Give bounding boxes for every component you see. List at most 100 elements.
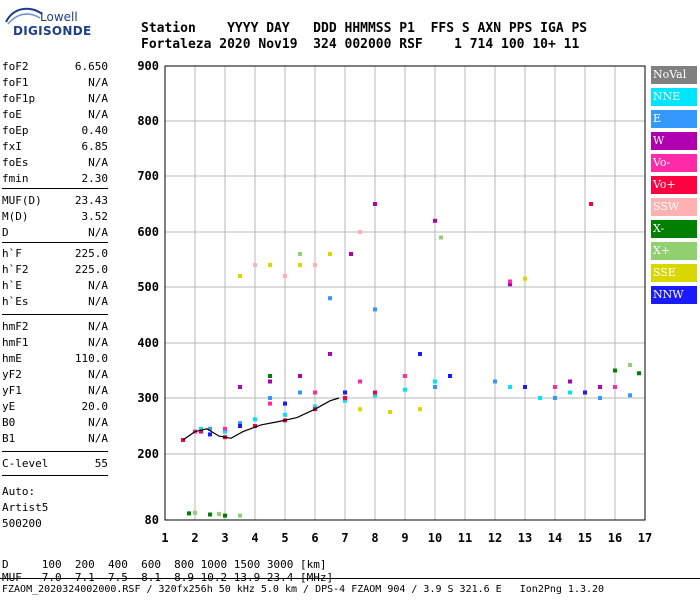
- data-point-w: [238, 385, 242, 389]
- param-name: h`F2: [2, 263, 29, 276]
- param-row: fxI 6.85: [2, 140, 108, 156]
- param-row: foF1p N/A: [2, 92, 108, 108]
- data-point-nne: [508, 385, 512, 389]
- y-tick-label: 400: [137, 336, 159, 350]
- param-name: h`E: [2, 279, 22, 292]
- param-separator: [2, 451, 108, 452]
- data-point-e: [373, 307, 377, 312]
- param-row: h`Es N/A: [2, 295, 108, 311]
- data-point-vo-: [313, 390, 317, 395]
- data-point-nnw: [418, 352, 422, 356]
- param-value: N/A: [88, 368, 108, 381]
- data-point-w: [268, 379, 272, 384]
- param-value: 225.0: [74, 247, 108, 260]
- y-tick-label: 800: [137, 114, 159, 128]
- param-separator: [2, 475, 108, 476]
- data-point-x-: [208, 512, 212, 517]
- data-point-nnw: [238, 424, 242, 428]
- param-name: D: [2, 226, 9, 239]
- param-value: N/A: [88, 108, 108, 121]
- data-point-x-: [223, 513, 227, 518]
- data-point-sse: [388, 410, 392, 414]
- param-row: foE N/A: [2, 108, 108, 124]
- y-tick-label: 300: [137, 391, 159, 405]
- data-point-sse: [268, 263, 272, 267]
- data-point-ssw: [358, 230, 362, 234]
- data-point-vo-: [403, 374, 407, 378]
- footer-distance-row: D 100 200 400 600 800 1000 1500 3000 [km…: [2, 558, 327, 571]
- param-name: hmF1: [2, 336, 29, 349]
- footer-muf-row: MUF 7.0 7.1 7.5 8.1 8.9 10.2 13.9 23.4 […: [2, 571, 334, 584]
- param-row: hmE 110.0: [2, 352, 108, 368]
- legend-item: SSW: [651, 198, 697, 216]
- data-point-vo-: [268, 401, 272, 406]
- y-tick-label: 900: [137, 59, 159, 73]
- param-name: B0: [2, 416, 16, 429]
- legend-item: NNE: [651, 88, 697, 106]
- data-point-x+: [628, 363, 632, 367]
- data-point-nne: [283, 412, 287, 417]
- data-point-e: [238, 421, 242, 426]
- param-value: 20.0: [81, 400, 109, 413]
- param-name: foF1p: [2, 92, 36, 105]
- x-tick-label: 16: [608, 531, 622, 545]
- data-point-ssw: [313, 263, 317, 267]
- param-row: B1 N/A: [2, 432, 108, 448]
- param-row: foEp 0.40: [2, 124, 108, 140]
- data-point-nne: [199, 426, 203, 431]
- param-separator: [2, 188, 108, 189]
- data-point-x-: [613, 368, 617, 373]
- param-name: fmin: [2, 172, 29, 185]
- x-tick-label: 13: [518, 531, 532, 545]
- data-point-x+: [238, 513, 242, 518]
- data-point-e: [268, 396, 272, 400]
- data-point-e: [328, 296, 332, 301]
- param-value: 23.43: [74, 194, 108, 207]
- param-name: foEs: [2, 156, 29, 169]
- y-tick-label: 600: [137, 225, 159, 239]
- data-point-w: [328, 352, 332, 356]
- x-tick-label: 17: [638, 531, 652, 545]
- data-point-vo+: [373, 390, 377, 395]
- param-row: fmin 2.30: [2, 172, 108, 188]
- data-point-sse: [418, 407, 422, 412]
- param-value: 2.30: [81, 172, 109, 185]
- param-name: M(D): [2, 210, 29, 223]
- data-point-sse: [523, 276, 527, 281]
- data-point-nnw: [583, 390, 587, 395]
- param-value: 0.40: [81, 124, 109, 137]
- data-point-vo-: [223, 426, 227, 431]
- data-point-nnw: [208, 432, 212, 437]
- legend-item: NNW: [651, 286, 697, 304]
- legend-item: X+: [651, 242, 697, 260]
- param-name: foF1: [2, 76, 29, 89]
- data-point-x-: [268, 374, 272, 378]
- x-tick-label: 15: [578, 531, 592, 545]
- param-name: foF2: [2, 60, 29, 73]
- param-value: N/A: [88, 320, 108, 333]
- legend-item: SSE: [651, 264, 697, 282]
- x-tick-label: 9: [401, 531, 408, 545]
- param-row: h`E N/A: [2, 279, 108, 295]
- param-value: 6.650: [74, 60, 108, 73]
- data-point-e: [208, 426, 212, 431]
- data-point-nnw: [283, 401, 287, 406]
- param-value: N/A: [88, 279, 108, 292]
- param-row: yF2 N/A: [2, 368, 108, 384]
- data-point-vo-: [508, 279, 512, 284]
- data-point-e: [493, 379, 497, 384]
- param-value: 110.0: [74, 352, 108, 365]
- data-point-e: [298, 390, 302, 395]
- data-point-nnw: [523, 385, 527, 389]
- footer-divider: [0, 578, 700, 579]
- x-tick-label: 8: [371, 531, 378, 545]
- param-value: N/A: [88, 295, 108, 308]
- x-tick-label: 3: [221, 531, 228, 545]
- data-point-w: [568, 379, 572, 384]
- x-tick-label: 11: [458, 531, 472, 545]
- param-value: 225.0: [74, 263, 108, 276]
- data-point-vo-: [553, 385, 557, 389]
- data-point-x-: [637, 371, 641, 376]
- param-value: N/A: [88, 336, 108, 349]
